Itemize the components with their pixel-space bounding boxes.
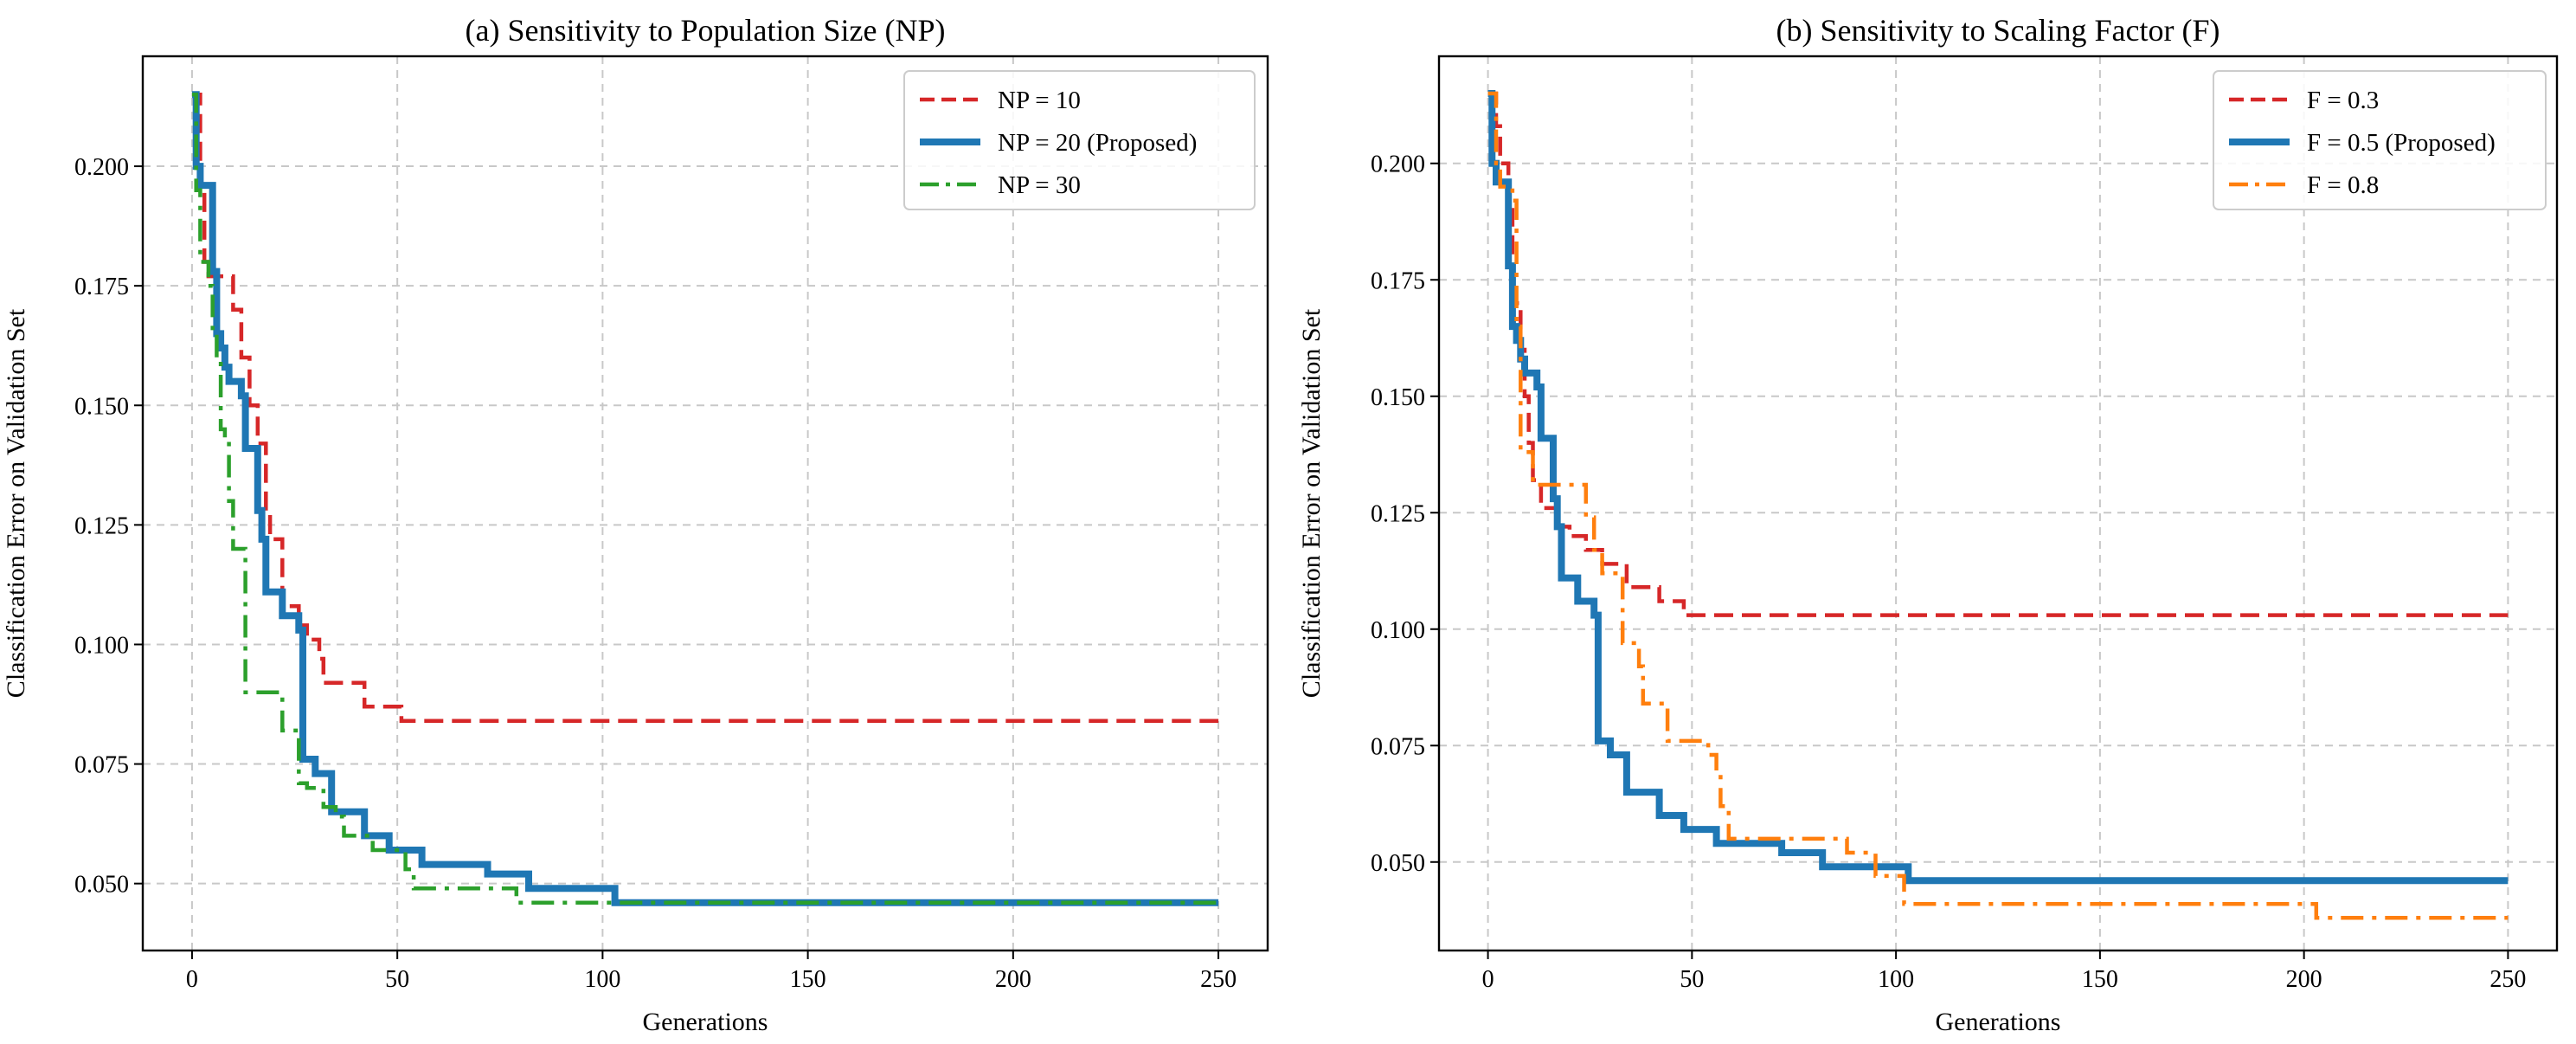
y-tick-label: 0.200	[1371, 151, 1425, 178]
legend-label: NP = 10	[998, 87, 1081, 114]
legend-label: F = 0.8	[2307, 171, 2379, 199]
y-axis-label: Classification Error on Validation Set	[2, 308, 30, 698]
panel-b: 0 50 100 150 200 250 0.050 0.075 0.100 0.125 0.150…	[1297, 13, 2559, 1036]
x-tick-label: 250	[2489, 966, 2526, 993]
legend-label: F = 0.5 (Proposed)	[2307, 129, 2496, 157]
x-tick-label: 100	[584, 966, 620, 993]
chart-title: (b) Sensitivity to Scaling Factor (F)	[1776, 13, 2220, 48]
x-tick-label: 150	[790, 966, 826, 993]
x-tick-label: 250	[1200, 966, 1237, 993]
panel-a: 0 50 100 150 200 250 0.050 0.075 0.100 0.125 0.150…	[2, 13, 1269, 1036]
y-tick-label: 0.150	[1371, 384, 1425, 411]
axes-frame	[141, 55, 1269, 952]
x-tick-label: 200	[2286, 966, 2322, 993]
x-axis-label: Generations	[643, 1008, 768, 1036]
y-tick-label: 0.125	[74, 512, 129, 539]
chart-title: (a) Sensitivity to Population Size (NP)	[466, 13, 946, 48]
y-tick-label: 0.175	[74, 274, 129, 300]
legend-box	[903, 70, 1256, 210]
x-tick-label: 50	[385, 966, 409, 993]
x-axis-label: Generations	[1936, 1008, 2061, 1036]
legend-label: NP = 20 (Proposed)	[998, 129, 1197, 157]
series-line	[191, 92, 1219, 724]
y-tick-label: 0.075	[1371, 733, 1425, 760]
y-tick-label: 0.100	[74, 632, 129, 659]
legend-label: NP = 30	[998, 171, 1081, 199]
y-tick-label: 0.050	[1371, 850, 1425, 877]
y-tick-label: 0.100	[1371, 617, 1425, 644]
series-line	[191, 91, 1219, 906]
x-tick-label: 50	[1680, 966, 1704, 993]
y-tick-label: 0.125	[1371, 500, 1425, 527]
y-tick-label: 0.150	[74, 393, 129, 420]
y-axis-label: Classification Error on Validation Set	[1297, 308, 1326, 698]
y-tick-label: 0.175	[1371, 267, 1425, 294]
y-tick-label: 0.075	[74, 752, 129, 779]
axes-frame	[1437, 55, 2559, 952]
x-tick-label: 0	[186, 966, 198, 993]
y-tick-label: 0.050	[74, 872, 129, 899]
x-tick-label: 100	[1878, 966, 1914, 993]
series-line	[1487, 91, 2509, 920]
x-tick-label: 150	[2082, 966, 2118, 993]
x-tick-label: 200	[995, 966, 1031, 993]
series-line	[191, 92, 1219, 905]
y-tick-label: 0.200	[74, 154, 129, 181]
legend-label: F = 0.3	[2307, 87, 2379, 114]
series-line	[1487, 90, 2509, 885]
x-tick-label: 0	[1482, 966, 1494, 993]
legend-box	[2213, 70, 2547, 210]
